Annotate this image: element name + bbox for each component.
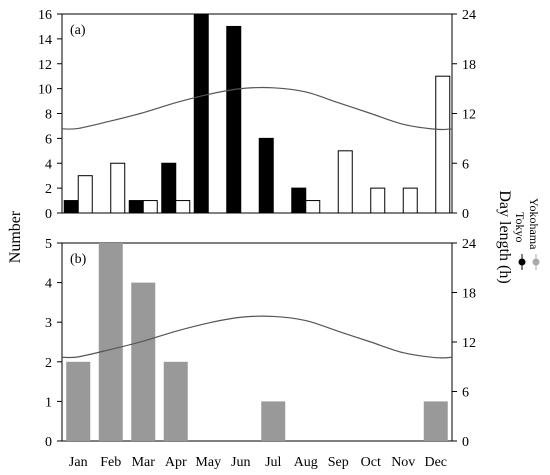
y2-tick-label-b: 6 [462, 386, 469, 401]
x-tick-label-aug: Aug [294, 455, 318, 470]
x-tick-label-nov: Nov [391, 455, 415, 470]
y-tick-label-a: 8 [45, 108, 52, 123]
bar-a-yokohama-mar [142, 200, 158, 214]
y2-tick-label-a: 24 [462, 8, 476, 23]
y-tick-label-a: 14 [38, 33, 52, 48]
bar-a-tokyo-jun [226, 25, 242, 214]
x-tick-label-jun: Jun [231, 455, 250, 470]
x-tick-label-apr: Apr [165, 455, 187, 470]
bar-b-count-feb [98, 243, 123, 441]
legend-label-yokohama: Yokohama [527, 198, 541, 250]
bar-b-count-mar [131, 282, 156, 441]
bar-b-count-apr [163, 361, 188, 441]
bar-a-yokohama-dec [435, 75, 451, 214]
bar-a-yokohama-sep [337, 150, 353, 214]
panel-label-a: (a) [70, 23, 86, 38]
legend-label-tokyo: Tokyo [513, 212, 527, 243]
bar-a-tokyo-apr [161, 162, 177, 214]
bar-a-tokyo-may [193, 13, 209, 214]
y-tick-label-b: 1 [45, 395, 52, 410]
x-tick-label-mar: Mar [132, 455, 156, 470]
bar-b-count-jul [261, 401, 286, 441]
x-tick-label-oct: Oct [361, 455, 381, 470]
y2-tick-label-b: 12 [462, 336, 476, 351]
x-tick-label-feb: Feb [100, 455, 121, 470]
bar-a-yokohama-aug [305, 200, 321, 214]
bar-a-yokohama-jan [77, 175, 93, 214]
y-tick-label-a: 4 [45, 157, 52, 172]
bar-a-yokohama-nov [402, 187, 418, 214]
y-axis-title-right: Day length (h) [496, 190, 513, 283]
bar-a-yokohama-apr [175, 200, 191, 214]
y-tick-label-a: 12 [38, 58, 52, 73]
x-tick-label-may: May [195, 455, 221, 470]
x-tick-labels: Jan Feb Mar Apr May Jun Jul Aug Sep Oct Nov Dec [69, 455, 447, 470]
y-tick-label-b: 2 [45, 356, 52, 371]
y2-tick-label-a: 12 [462, 108, 476, 123]
x-tick-label-dec: Dec [424, 455, 447, 470]
legend: Tokyo Yokohama [513, 198, 541, 270]
day-length-line-a [61, 86, 453, 131]
bar-a-tokyo-jul [258, 137, 274, 214]
y-axis-title-left: Number [7, 210, 24, 263]
day-length-line-b [61, 315, 453, 359]
panel-label-b: (b) [70, 252, 87, 267]
y2-tick-label-b: 24 [462, 237, 476, 252]
y2-tick-label-b: 18 [462, 287, 476, 302]
y2-tick-label-a: 0 [462, 207, 469, 222]
y-tick-label-b: 0 [45, 435, 52, 450]
bar-a-tokyo-jan [63, 200, 79, 214]
y-tick-label-b: 5 [45, 237, 52, 252]
y-tick-label-b: 4 [45, 277, 52, 292]
x-tick-label-sep: Sep [328, 455, 349, 470]
y2-tick-label-a: 6 [462, 157, 469, 172]
bar-a-yokohama-oct [370, 187, 386, 214]
y-tick-label-a: 16 [38, 8, 52, 23]
y-tick-label-a: 10 [38, 83, 52, 98]
bar-a-tokyo-mar [128, 200, 144, 214]
x-tick-label-jan: Jan [69, 455, 88, 470]
bar-a-tokyo-aug [291, 187, 307, 214]
y-tick-label-b: 3 [45, 316, 52, 331]
y-tick-label-a: 0 [45, 207, 52, 222]
bar-b-count-jan [66, 361, 91, 441]
x-tick-label-jul: Jul [265, 455, 281, 470]
y2-tick-label-b: 0 [462, 435, 469, 450]
y-tick-label-a: 6 [45, 132, 52, 147]
bar-b-count-dec [423, 401, 448, 441]
bar-a-yokohama-feb [110, 162, 126, 214]
y2-tick-label-a: 18 [462, 58, 476, 73]
y-tick-label-a: 2 [45, 182, 52, 197]
